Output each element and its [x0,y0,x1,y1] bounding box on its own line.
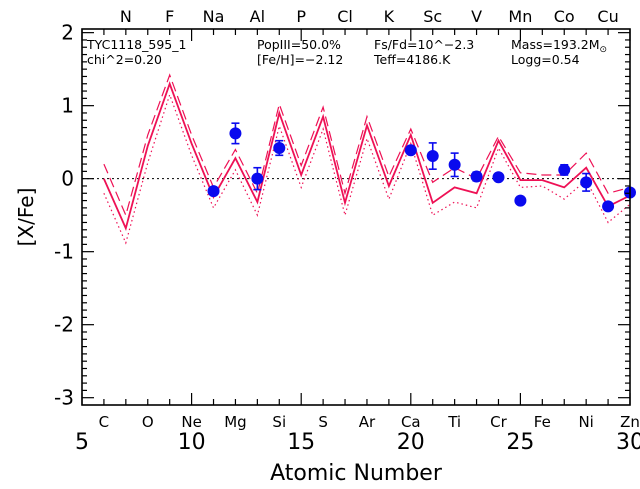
annotation-logg: Logg=0.54 [511,52,580,67]
observed-point [602,200,615,213]
element-label-top: Sc [423,7,442,26]
model-line-solid [103,81,631,232]
observed-point [273,142,286,155]
model-lines-layer [103,73,631,245]
element-label-top: Na [203,7,225,26]
annotation-feh: [Fe/H]=−2.12 [257,52,343,67]
y-tick-label: 0 [61,167,74,191]
axes-layer [81,28,631,406]
observed-point [514,194,527,207]
element-label-top: Co [554,7,575,26]
model-line-dashed [103,73,631,218]
x-tick-label: 15 [287,430,315,455]
element-label-bottom: Ne [181,413,201,431]
observed-point [229,127,242,140]
observed-point [580,176,593,189]
observed-point [492,171,505,184]
x-tick-label: 30 [616,430,640,455]
element-label-bottom: Cr [490,413,507,431]
y-tick-label: -3 [54,386,74,410]
x-tick-label: 5 [75,430,89,455]
y-tick-label: 2 [61,21,74,45]
element-label-top: N [120,7,132,26]
annotation-block: TYC1118_595_1 chi^2=0.20 PopIII=50.0% [F… [86,37,607,67]
element-label-top: Al [250,7,265,26]
observed-point [426,150,439,163]
observed-points-layer [207,122,636,213]
element-label-top: F [165,7,174,26]
annotation-mass: Mass=193.2M⊙ [511,37,607,55]
element-label-bottom: Fe [534,413,551,431]
labels-layer: 5 10 15 20 25 30 -3 -2 -1 0 1 2 N F Na Al P Cl K Sc V Mn Co Cu C… [54,7,640,455]
element-label-bottom: O [142,413,154,431]
element-label-bottom: Si [272,413,286,431]
element-label-bottom: Zn [620,413,640,431]
x-tick-label: 25 [506,430,534,455]
element-label-bottom: S [318,413,328,431]
observed-point [470,170,483,183]
observed-point [404,144,417,157]
observed-point [251,172,264,185]
observed-point [448,158,461,171]
y-tick-label: -1 [54,240,74,264]
annotation-teff: Teff=4186.K [373,52,451,67]
element-label-top: Cu [597,7,618,26]
x-axis-title: Atomic Number [270,461,443,486]
y-tick-label: -2 [54,313,74,337]
element-label-bottom: Ni [578,413,593,431]
y-axis-title: [X/Fe] [14,188,38,247]
annotation-mass-value: Mass=193.2M [511,37,600,52]
element-label-bottom: Mg [224,413,246,431]
annotation-fsfd: Fs/Fd=10^−2.3 [374,37,474,52]
y-tick-label: 1 [61,94,74,118]
element-label-bottom: Ar [359,413,376,431]
annotation-mass-unit: ⊙ [600,45,608,55]
element-label-bottom: Ti [447,413,461,431]
annotation-chi2: chi^2=0.20 [87,52,162,67]
element-label-top: P [296,7,306,26]
element-label-top: K [384,7,395,26]
observed-point [207,185,220,198]
annotation-star-name: TYC1118_595_1 [86,37,186,52]
element-label-top: Mn [508,7,532,26]
ticks-layer [81,29,631,405]
element-label-top: Cl [337,7,353,26]
x-tick-label: 10 [178,430,206,455]
annotation-popiii: PopIII=50.0% [257,37,341,52]
element-label-top: V [471,7,482,26]
plot-frame [81,28,631,406]
x-tick-label: 20 [397,430,425,455]
element-label-bottom: C [99,413,109,431]
element-label-bottom: Ca [401,413,421,431]
observed-point [558,163,571,176]
